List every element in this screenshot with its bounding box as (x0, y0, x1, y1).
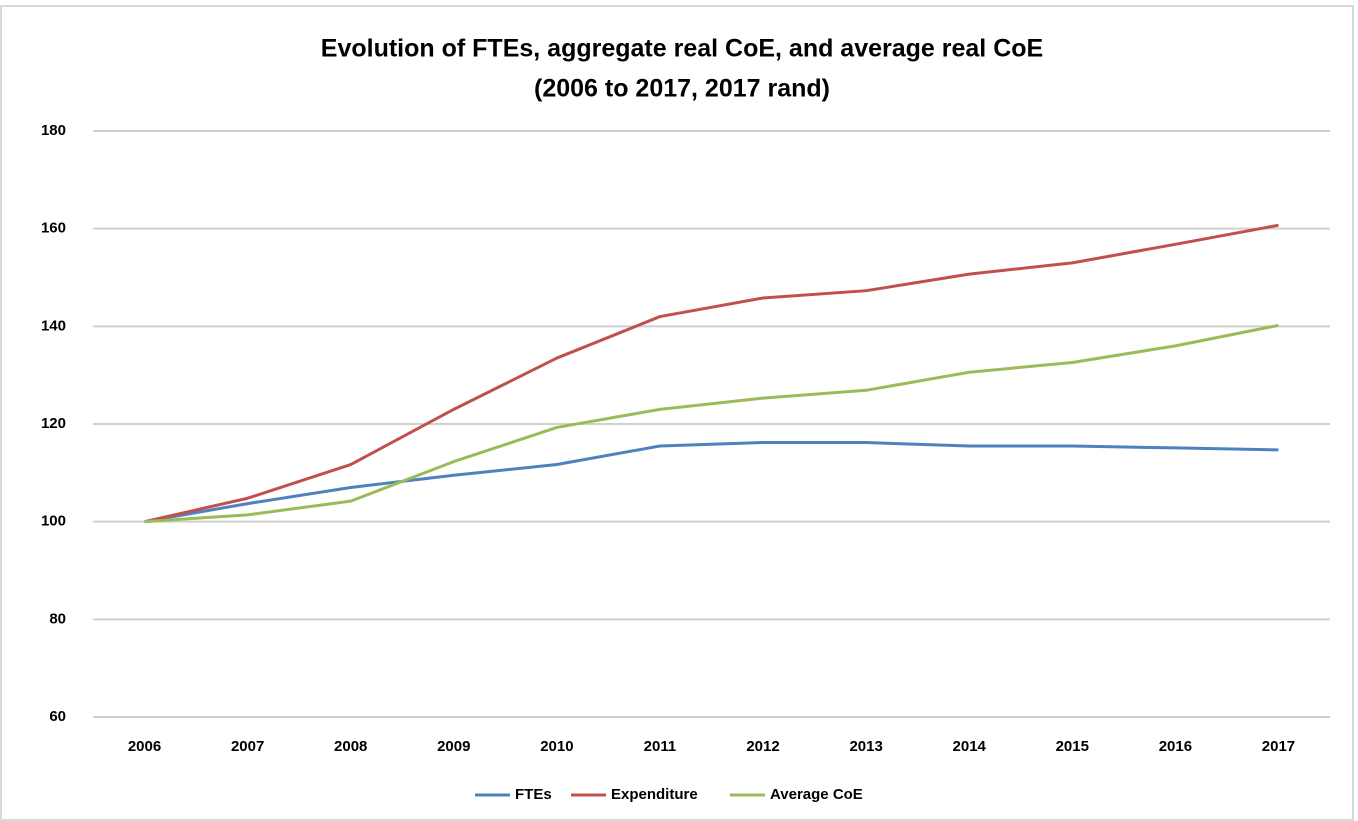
y-tick-label: 100 (41, 513, 66, 530)
legend-label: Average CoE (770, 786, 863, 803)
y-tick-label: 60 (49, 708, 66, 725)
y-tick-label: 120 (41, 415, 66, 432)
x-tick-label: 2013 (849, 738, 882, 755)
y-tick-label: 160 (41, 220, 66, 237)
x-tick-label: 2008 (334, 738, 367, 755)
y-tick-label: 180 (41, 122, 66, 139)
x-tick-label: 2009 (437, 738, 470, 755)
x-tick-label: 2015 (1056, 738, 1089, 755)
x-tick-label: 2006 (128, 738, 161, 755)
x-tick-label: 2011 (644, 738, 677, 755)
x-tick-label: 2016 (1159, 738, 1192, 755)
series-line (144, 441, 1279, 524)
y-tick-label: 80 (49, 610, 66, 627)
chart-border (0, 5, 1354, 821)
legend-label: FTEs (515, 786, 552, 803)
x-tick-label: 2010 (540, 738, 573, 755)
chart-title: Evolution of FTEs, aggregate real CoE, a… (321, 35, 1043, 63)
legend-label: Expenditure (611, 786, 698, 803)
chart-subtitle: (2006 to 2017, 2017 rand) (534, 75, 830, 103)
x-tick-label: 2014 (953, 738, 987, 755)
x-tick-label: 2007 (231, 738, 264, 755)
x-tick-label: 2017 (1262, 738, 1295, 755)
series-line (144, 323, 1279, 524)
x-tick-label: 2012 (746, 738, 779, 755)
y-tick-label: 140 (41, 317, 66, 334)
series-line (144, 223, 1279, 524)
